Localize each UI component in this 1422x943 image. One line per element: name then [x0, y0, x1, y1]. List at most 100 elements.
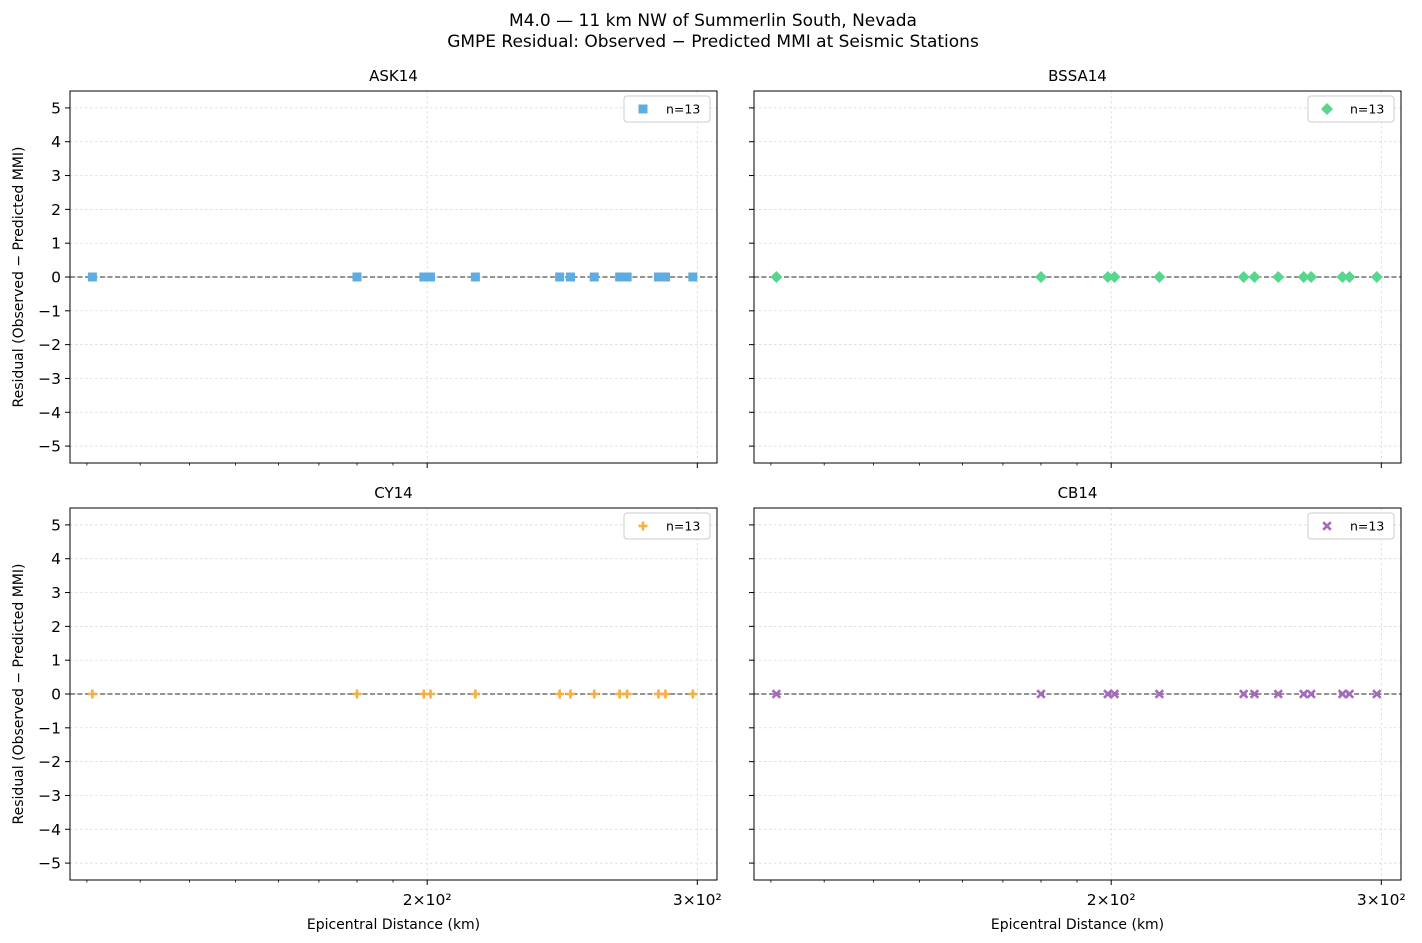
data-point: [1109, 689, 1120, 699]
legend-box: [623, 512, 711, 540]
data-point: [352, 689, 362, 699]
y-tick-label: −4: [38, 404, 61, 422]
y-tick-label: −4: [38, 821, 61, 839]
y-tick-label: −3: [38, 787, 61, 805]
panel-title: CB14: [1058, 484, 1098, 502]
data-point: [426, 689, 436, 699]
legend-label: n=13: [666, 519, 700, 534]
data-point: [87, 689, 97, 699]
x-tick-label: 3×10²: [1357, 891, 1406, 909]
data-point: [87, 272, 97, 282]
x-axis-label: Epicentral Distance (km): [991, 917, 1164, 933]
y-axis-label: Residual (Observed − Predicted MMI): [11, 564, 27, 825]
data-point: [1343, 271, 1356, 283]
data-point: [771, 689, 782, 699]
data-point: [555, 272, 565, 282]
y-tick-label: −1: [38, 302, 61, 320]
data-point: [1337, 689, 1348, 699]
data-point: [565, 689, 575, 699]
y-tick-label: 1: [51, 235, 61, 253]
data-point: [1101, 271, 1114, 283]
panel-cy14: 5 4 3 2 1 0 −1 −2 −3 −4 −5 2×10² 3×10² Epicentral Dis…: [11, 484, 722, 933]
data-point: [1272, 271, 1285, 283]
y-tick-label: −2: [38, 336, 61, 354]
y-tick-label: 2: [51, 201, 61, 219]
legend: n=13: [623, 95, 711, 123]
y-tick-label: 0: [51, 269, 61, 287]
data-point: [565, 272, 575, 282]
data-point: [1249, 689, 1260, 699]
data-point: [555, 689, 565, 699]
legend-box: [1307, 95, 1395, 123]
figure-title-line2: GMPE Residual: Observed − Predicted MMI …: [447, 32, 979, 52]
data-point: [419, 272, 429, 282]
panels: 5 4 3 2 1 0 −1 −2 −3 −4 −5 Residual (Observed − Pre…: [11, 67, 1406, 933]
legend-box: [623, 95, 711, 123]
data-point: [688, 272, 698, 282]
x-tick-label: 3×10²: [673, 891, 722, 909]
y-tick-label: 2: [51, 618, 61, 636]
data-point: [589, 272, 599, 282]
y-tick-label: 0: [51, 686, 61, 704]
y-tick-label: −5: [38, 438, 61, 456]
y-tick-label: −3: [38, 370, 61, 388]
legend-marker: [638, 521, 648, 531]
data-point: [1298, 689, 1309, 699]
x-tick-label: 2×10²: [403, 891, 452, 909]
legend: n=13: [1307, 512, 1395, 540]
data-point: [1237, 271, 1250, 283]
panel-bssa14: BSSA14 n=13: [749, 67, 1402, 468]
data-point: [589, 689, 599, 699]
y-tick-label: 4: [51, 133, 61, 151]
panel-ask14: 5 4 3 2 1 0 −1 −2 −3 −4 −5 Residual (Observed − Pre…: [11, 67, 718, 468]
legend: n=13: [1307, 95, 1395, 123]
data-point: [470, 272, 480, 282]
data-point: [1273, 689, 1283, 699]
data-point: [1108, 271, 1121, 283]
data-point: [660, 272, 670, 282]
data-point: [622, 272, 632, 282]
y-tick-label: −5: [38, 855, 61, 873]
panel-title: CY14: [374, 484, 412, 502]
data-point: [1370, 271, 1383, 283]
legend-marker: [1322, 521, 1332, 531]
legend-box: [1307, 512, 1395, 540]
legend-marker: [638, 104, 648, 114]
data-point: [1336, 271, 1349, 283]
data-point: [1372, 689, 1382, 699]
figure-title-line1: M4.0 — 11 km NW of Summerlin South, Neva…: [509, 11, 917, 31]
panel-cb14: 2×10² 3×10² Epicentral Distance (km) CB14 n=…: [749, 484, 1406, 933]
y-tick-label: 5: [51, 99, 61, 117]
data-point: [426, 272, 436, 282]
y-tick-label: 3: [51, 584, 61, 602]
legend-label: n=13: [666, 102, 700, 117]
y-tick-label: 4: [51, 550, 61, 568]
legend: n=13: [623, 512, 711, 540]
data-point: [1153, 271, 1166, 283]
data-point: [622, 689, 632, 699]
y-tick-label: 1: [51, 652, 61, 670]
data-point: [653, 272, 663, 282]
data-point: [1305, 271, 1318, 283]
data-point: [660, 689, 670, 699]
data-point: [1344, 689, 1355, 699]
data-point: [1306, 689, 1316, 699]
panel-title: ASK14: [369, 67, 418, 85]
data-point: [1154, 689, 1165, 699]
data-point: [1036, 689, 1046, 699]
data-point: [770, 271, 783, 283]
data-point: [352, 272, 362, 282]
panel-title: BSSA14: [1048, 67, 1107, 85]
y-tick-label: 5: [51, 516, 61, 534]
y-tick-label: 3: [51, 167, 61, 185]
y-tick-label: −1: [38, 719, 61, 737]
legend-marker: [1321, 103, 1333, 115]
data-point: [1297, 271, 1310, 283]
y-tick-label: −2: [38, 753, 61, 771]
data-point: [1034, 271, 1047, 283]
x-tick-label: 2×10²: [1087, 891, 1136, 909]
data-point: [1248, 271, 1261, 283]
legend-label: n=13: [1350, 519, 1384, 534]
x-axis-label: Epicentral Distance (km): [307, 917, 480, 933]
